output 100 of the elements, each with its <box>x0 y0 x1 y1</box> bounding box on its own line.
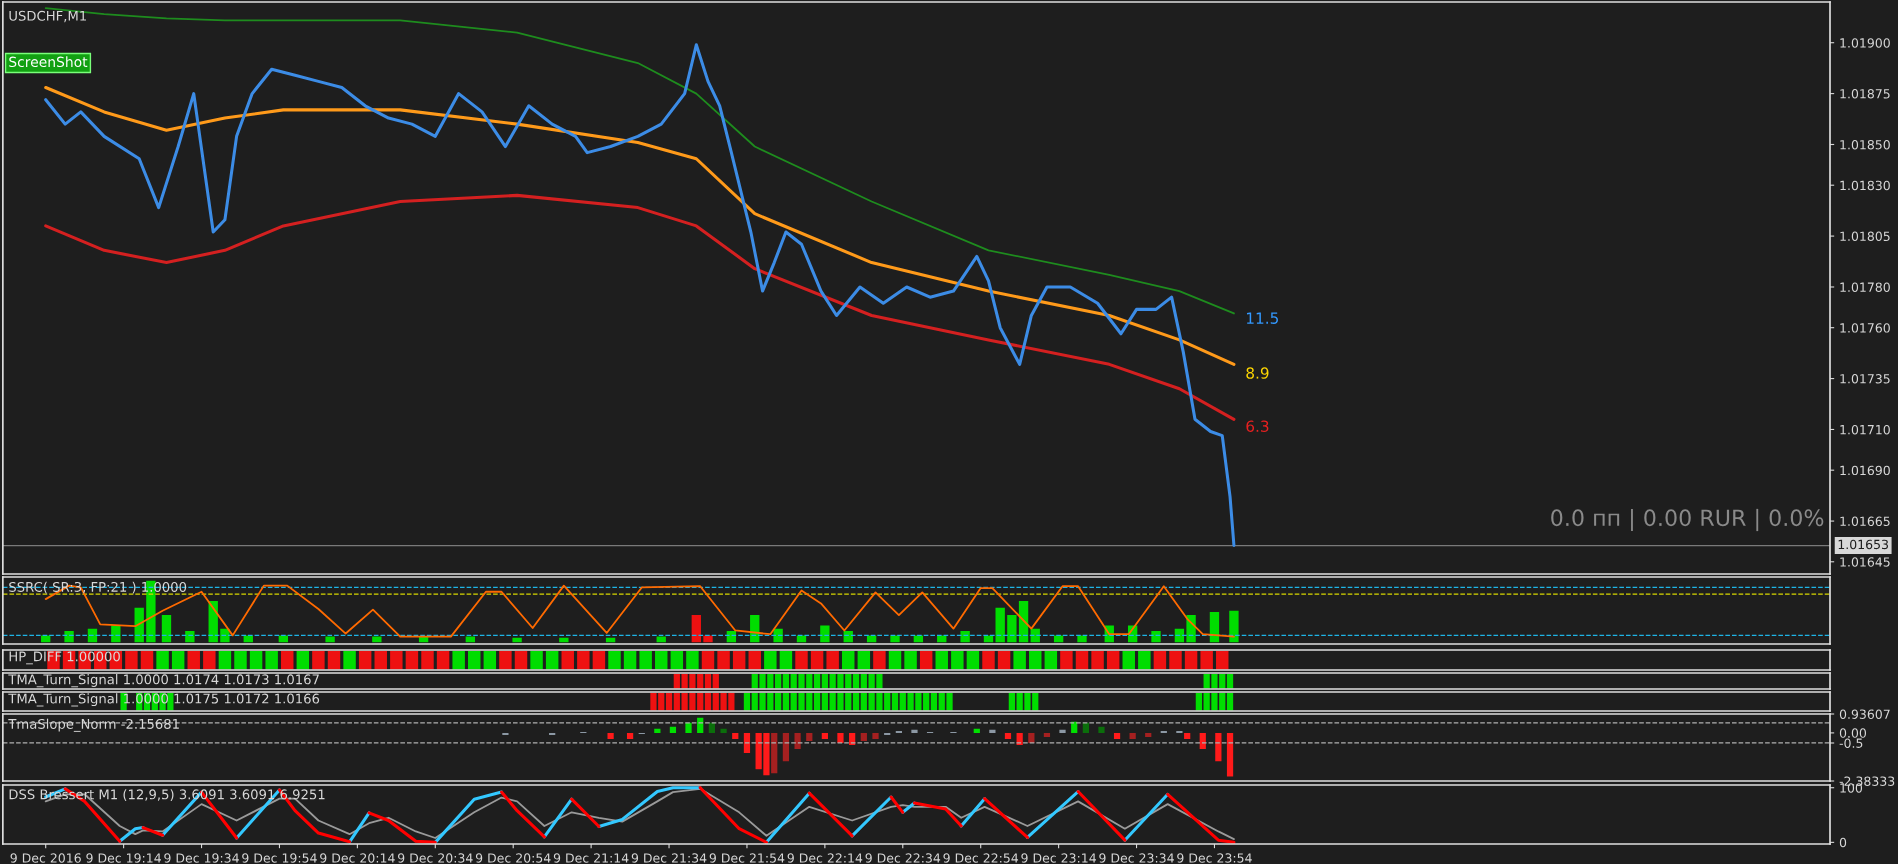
bar <box>860 732 867 741</box>
bar <box>111 625 121 643</box>
bar <box>973 728 980 733</box>
bar <box>960 631 970 643</box>
bar <box>220 628 230 643</box>
line-series <box>44 85 1236 366</box>
bar <box>185 631 195 643</box>
bar <box>1113 732 1121 739</box>
y-tick-label: 1.01875 <box>1840 89 1890 99</box>
bar <box>872 732 879 739</box>
bar <box>1043 732 1051 737</box>
x-tick-label: 9 Dec 21:54 <box>709 853 785 863</box>
bar <box>989 729 996 733</box>
bar <box>1176 730 1183 733</box>
x-tick-label: 9 Dec 19:14 <box>86 853 161 863</box>
y-tick-label: 1.01645 <box>1840 557 1890 567</box>
bar <box>41 635 51 643</box>
bar <box>1184 732 1191 739</box>
y-tick-label: 1.01900 <box>1840 38 1890 48</box>
bar <box>890 635 900 643</box>
x-tick-label: 9 Dec 20:14 <box>320 853 395 863</box>
bar <box>1229 610 1239 643</box>
bar <box>884 732 891 735</box>
x-tick-label: 9 Dec 20:34 <box>398 853 473 863</box>
bar <box>995 607 1005 643</box>
x-tick-label: 9 Dec 20:54 <box>475 853 551 863</box>
y-tick-label: 1.01760 <box>1840 323 1890 333</box>
bar <box>691 615 701 643</box>
x-tick-label: 9 Dec 23:54 <box>1177 853 1252 863</box>
annotation: 6.3 <box>1246 420 1269 432</box>
y-tick-label: 1.01805 <box>1840 231 1890 242</box>
bar <box>771 732 778 774</box>
x-tick-label: 9 Dec 23:14 <box>1021 853 1096 863</box>
bar <box>669 726 677 733</box>
bar <box>559 637 569 643</box>
bar <box>703 635 713 643</box>
bar <box>782 732 790 762</box>
bar <box>843 631 853 643</box>
bar <box>372 636 382 643</box>
y-tick-label: 1.01850 <box>1840 139 1890 150</box>
bar <box>685 722 692 733</box>
bar <box>820 625 830 643</box>
bar <box>64 631 74 643</box>
bar <box>607 732 614 739</box>
bar <box>806 732 813 741</box>
bar <box>549 732 556 735</box>
bar <box>837 732 844 743</box>
bar <box>1098 726 1105 733</box>
x-tick-label: 9 Dec 23:34 <box>1099 853 1174 863</box>
bar <box>1226 732 1234 777</box>
bar <box>821 732 828 739</box>
y-tick-label: 1.01690 <box>1840 465 1890 476</box>
annotation: 11.5 <box>1246 312 1278 324</box>
bar <box>726 631 737 643</box>
x-tick-label: 9 Dec 22:34 <box>865 853 941 863</box>
bar <box>732 732 739 739</box>
annotation: 8.9 <box>1246 367 1269 379</box>
bar <box>243 635 253 643</box>
bar <box>1160 730 1167 733</box>
bar <box>794 732 801 750</box>
text: USDCHF,M1 <box>9 10 86 23</box>
bar <box>512 637 522 643</box>
bar <box>1059 729 1066 733</box>
bar <box>161 615 172 643</box>
y-tick-label: 1.01735 <box>1840 374 1890 384</box>
bar <box>1053 635 1064 643</box>
bar <box>1129 732 1136 739</box>
bar <box>1082 722 1090 733</box>
bar <box>1007 615 1017 643</box>
chart-title: TMA_Turn_Signal 1.0000 1.0174 1.0173 1.0167 <box>8 674 319 688</box>
y-tick-label: 1.01780 <box>1840 282 1890 292</box>
y-tick-label: 1.01830 <box>1840 180 1890 191</box>
line-series <box>44 193 1236 421</box>
bar <box>1145 732 1152 737</box>
bar <box>502 732 509 735</box>
annotation: ScreenShot <box>9 56 88 68</box>
x-tick-label: 9 Dec 21:14 <box>553 853 629 863</box>
bar <box>773 628 783 643</box>
x-tick-label: 9 Dec 19:54 <box>242 853 317 863</box>
bar <box>1004 732 1012 739</box>
bar <box>895 730 903 733</box>
bar <box>626 732 634 739</box>
y-tick-label: 1.01710 <box>1840 424 1890 435</box>
x-tick-label: 9 Dec 22:54 <box>943 853 1019 863</box>
bar <box>654 728 661 733</box>
bar <box>1215 732 1222 762</box>
bar <box>605 637 616 643</box>
y-tick-label: 0 <box>1839 837 1847 848</box>
bar <box>720 728 727 733</box>
annotation: 0.0 пп | 0.00 RUR | 0.0% <box>1551 508 1824 532</box>
y-tick-label: 0.93607 <box>1839 709 1890 719</box>
bar <box>325 636 335 643</box>
bar <box>708 722 716 733</box>
bar <box>1077 635 1087 643</box>
bar <box>911 729 918 733</box>
chart-title: TmaSlope_Norm -2.15681 <box>8 718 179 732</box>
ref-line-label: 1.01653 <box>1838 539 1888 550</box>
x-tick-label: 9 Dec 22:14 <box>787 853 863 863</box>
y-tick-label: 0.00 <box>1839 728 1867 738</box>
bar <box>1151 631 1161 643</box>
